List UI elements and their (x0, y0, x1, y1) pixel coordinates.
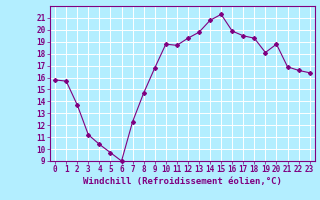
X-axis label: Windchill (Refroidissement éolien,°C): Windchill (Refroidissement éolien,°C) (83, 177, 282, 186)
